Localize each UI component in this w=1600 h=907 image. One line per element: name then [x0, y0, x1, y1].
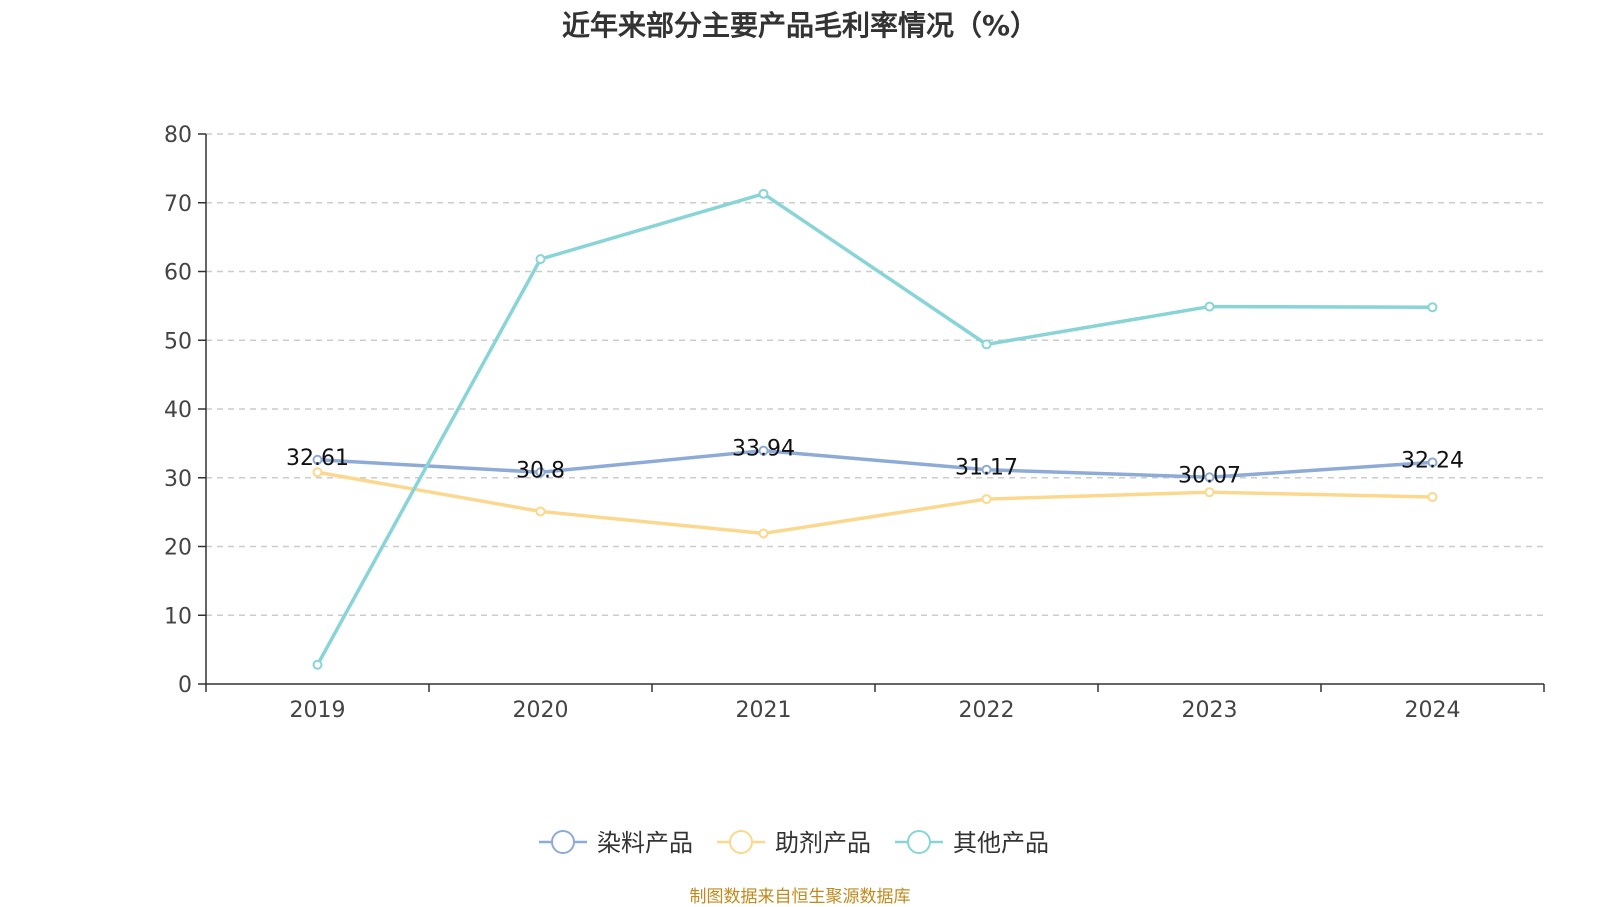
- data-point: [758, 445, 769, 456]
- data-labels: 32.61 30.8 33.94 31.17 30.07 32.24: [286, 437, 1464, 489]
- y-tick-label: 20: [164, 536, 192, 561]
- legend: 染料产品 助剂产品 其他产品: [539, 829, 1049, 857]
- axes: 0 10 20 30 40 50 60 70 80 2019 2020 2021 2022 2023 202…: [164, 123, 1545, 723]
- data-point: [981, 464, 992, 475]
- data-point: [758, 188, 769, 199]
- series-line-1: [317, 470, 1433, 536]
- data-point: [535, 254, 546, 265]
- data-point: [981, 494, 992, 505]
- legend-marker: [729, 830, 753, 854]
- series-line-0: [317, 448, 1433, 480]
- legend-label: 其他产品: [953, 829, 1049, 857]
- data-label: 30.8: [516, 458, 565, 483]
- data-label: 32.24: [1401, 448, 1464, 473]
- series-group: [312, 188, 1438, 670]
- y-tick-label: 50: [164, 329, 192, 354]
- y-tick-label: 80: [164, 123, 192, 148]
- x-tick-label: 2020: [513, 698, 569, 723]
- legend-item-1[interactable]: 助剂产品: [717, 829, 871, 857]
- legend-marker: [907, 830, 931, 854]
- legend-marker: [551, 830, 575, 854]
- data-point: [1427, 457, 1438, 468]
- x-tick-label: 2019: [290, 698, 346, 723]
- legend-label: 染料产品: [597, 829, 693, 857]
- data-label: 30.07: [1178, 463, 1241, 488]
- x-tick-label: 2022: [959, 698, 1015, 723]
- data-point: [312, 659, 323, 670]
- y-tick-label: 0: [178, 673, 192, 698]
- data-label: 32.61: [286, 446, 349, 471]
- data-point: [1427, 492, 1438, 502]
- data-point: [1204, 472, 1215, 483]
- data-label: 31.17: [955, 456, 1018, 481]
- data-point: [312, 467, 323, 478]
- y-tick-label: 40: [164, 398, 192, 423]
- series-line-2: [315, 192, 1433, 666]
- x-tick-label: 2021: [736, 698, 792, 723]
- x-tick-label: 2024: [1405, 698, 1461, 723]
- data-point: [981, 339, 992, 350]
- data-label: 33.94: [732, 437, 795, 462]
- x-tick-label: 2023: [1182, 698, 1238, 723]
- y-tick-label: 30: [164, 467, 192, 492]
- data-point: [1204, 301, 1215, 312]
- data-point: [535, 467, 546, 478]
- chart-title: 近年来部分主要产品毛利率情况（%）: [561, 9, 1039, 42]
- y-tick-label: 70: [164, 192, 192, 217]
- data-point: [535, 506, 546, 517]
- legend-item-0[interactable]: 染料产品: [539, 829, 693, 857]
- legend-label: 助剂产品: [775, 829, 871, 857]
- data-point: [312, 454, 323, 465]
- data-point: [1427, 302, 1438, 313]
- grid-lines: [206, 133, 1544, 616]
- legend-item-2[interactable]: 其他产品: [895, 829, 1049, 857]
- source-note: 制图数据来自恒生聚源数据库: [689, 887, 911, 907]
- data-point: [758, 528, 769, 539]
- y-tick-label: 10: [164, 604, 192, 629]
- y-tick-label: 60: [164, 261, 192, 286]
- data-point: [1204, 487, 1215, 498]
